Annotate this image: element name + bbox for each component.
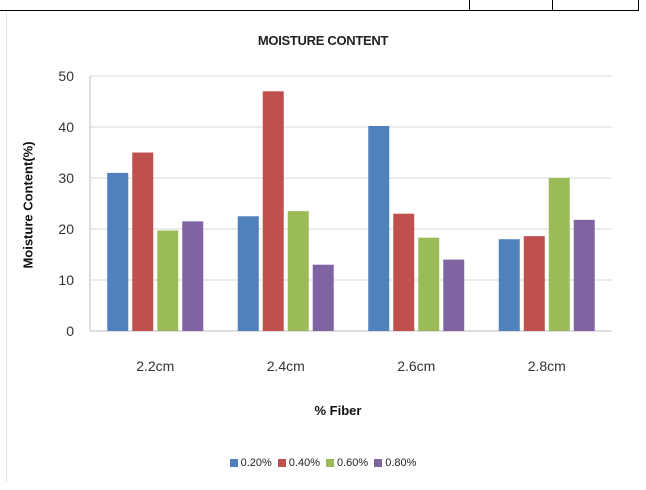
bar — [132, 152, 154, 331]
x-tick-label: 2.8cm — [528, 358, 566, 374]
x-tick-label: 2.4cm — [267, 358, 305, 374]
y-tick-label: 40 — [58, 119, 74, 135]
bar — [418, 237, 440, 331]
bar — [182, 221, 204, 331]
bar — [393, 213, 415, 331]
bar — [262, 91, 284, 331]
page-rule — [6, 12, 7, 482]
bar — [107, 172, 129, 331]
x-axis-label: % Fiber — [314, 403, 362, 418]
legend-swatch — [277, 459, 286, 467]
table-cell-divider — [469, 0, 470, 10]
y-tick-label: 30 — [58, 170, 74, 186]
y-tick-label: 20 — [58, 221, 74, 237]
legend-label: 0.60% — [337, 457, 369, 469]
bar — [237, 216, 259, 331]
bar — [157, 230, 179, 331]
legend: 0.20% 0.40% 0.60% 0.80% — [0, 457, 646, 470]
bar — [548, 178, 570, 331]
x-tick-label: 2.6cm — [397, 358, 435, 374]
bar — [573, 219, 595, 331]
legend-label: 0.80% — [385, 457, 417, 469]
y-tick-label: 10 — [58, 272, 74, 288]
bar — [368, 125, 390, 331]
legend-swatch — [374, 459, 383, 467]
legend-item: 0.20% — [229, 457, 272, 469]
bar — [443, 259, 465, 331]
legend-label: 0.20% — [240, 457, 272, 469]
legend-item: 0.80% — [374, 457, 416, 469]
legend-item: 0.40% — [277, 457, 320, 469]
table-border — [0, 0, 639, 11]
legend-label: 0.40% — [288, 457, 320, 469]
x-tick-label: 2.2cm — [136, 358, 174, 374]
chart-title: MOISTURE CONTENT — [257, 33, 389, 48]
y-tick-label: 50 — [58, 68, 74, 84]
bar — [312, 264, 334, 331]
y-tick-label: 0 — [66, 323, 74, 339]
legend-swatch — [326, 459, 334, 467]
legend-swatch — [229, 459, 238, 467]
bar — [498, 239, 520, 331]
table-cell-divider — [552, 0, 553, 10]
legend-item: 0.60% — [326, 457, 368, 469]
bar — [287, 211, 309, 331]
bar — [523, 236, 545, 331]
